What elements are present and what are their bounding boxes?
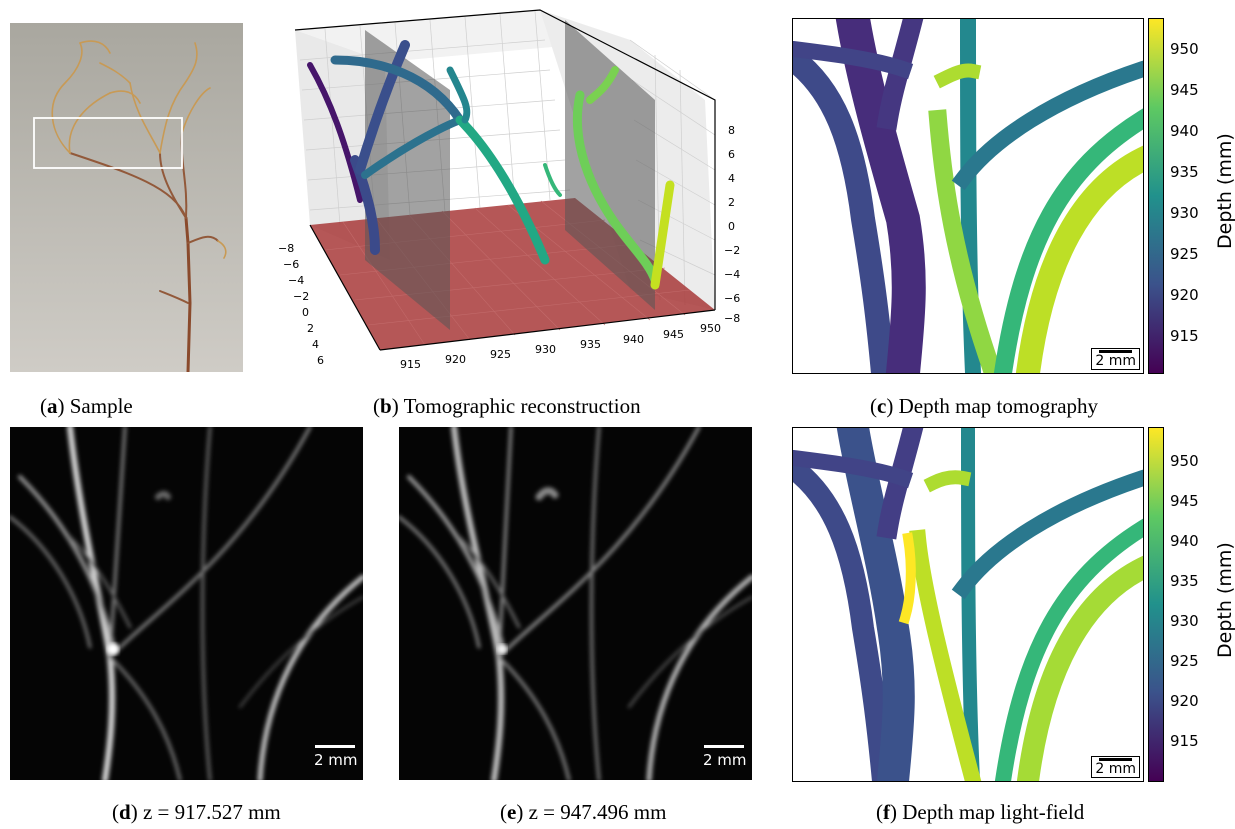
svg-text:915: 915 (400, 358, 421, 371)
svg-text:950: 950 (700, 322, 721, 335)
svg-text:6: 6 (317, 354, 324, 367)
colorbar-c-label: Depth (mm) (1214, 133, 1235, 249)
svg-text:0: 0 (302, 306, 309, 319)
svg-text:940: 940 (623, 333, 644, 346)
caption-f: (f) Depth map light-field (876, 800, 1085, 824)
svg-text:8: 8 (728, 124, 735, 137)
colorbar-c (1148, 18, 1164, 374)
svg-text:4: 4 (312, 338, 319, 351)
sample-photo (10, 23, 243, 372)
svg-text:945: 945 (663, 328, 684, 341)
branches-3d (307, 40, 675, 290)
svg-text:−4: −4 (724, 268, 740, 281)
svg-text:−6: −6 (283, 258, 299, 271)
svg-text:4: 4 (728, 172, 735, 185)
slice-plane-2 (565, 20, 655, 310)
svg-text:2: 2 (728, 196, 735, 209)
caption-e: (e) z = 947.496 mm (500, 800, 667, 824)
scale-bar (1099, 350, 1132, 353)
scale-bar (704, 745, 744, 748)
region-box (33, 117, 183, 169)
slice-image-z917: 2 mm (10, 427, 363, 780)
svg-text:920: 920 (445, 353, 466, 366)
scale-bar (315, 745, 355, 748)
svg-text:−6: −6 (724, 292, 740, 305)
svg-text:930: 930 (535, 343, 556, 356)
svg-text:2: 2 (307, 322, 314, 335)
scale-bar-label: 2 mm (703, 751, 747, 769)
svg-text:−2: −2 (293, 290, 309, 303)
caption-c: (c) Depth map tomography (870, 394, 1099, 418)
tomographic-reconstruction-plot: 915 920 925 930 935 940 945 950 −8 −6 −4… (250, 0, 760, 380)
scale-bar-box: 2 mm (1091, 756, 1140, 778)
svg-text:−8: −8 (278, 242, 294, 255)
depth-map-light-field: 2 mm (792, 427, 1144, 782)
svg-text:925: 925 (490, 348, 511, 361)
scale-bar-box: 2 mm (1091, 348, 1140, 370)
caption-a: (a) Sample (40, 394, 133, 418)
svg-text:0: 0 (728, 220, 735, 233)
caption-d: (d) z = 917.527 mm (112, 800, 281, 824)
svg-text:6: 6 (728, 148, 735, 161)
slice-image-z947: 2 mm (399, 427, 752, 780)
x-ticks: 915 920 925 930 935 940 945 950 (400, 322, 721, 371)
y-ticks: −8 −6 −4 −2 0 2 4 6 (278, 242, 324, 367)
depth-map-tomography: 2 mm (792, 18, 1144, 374)
plant-drawing (10, 23, 243, 372)
colorbar-f-label: Depth (mm) (1214, 542, 1235, 658)
svg-text:−2: −2 (724, 244, 740, 257)
scale-bar-label: 2 mm (314, 751, 358, 769)
svg-text:935: 935 (580, 338, 601, 351)
colorbar-f (1148, 427, 1164, 782)
svg-text:−8: −8 (724, 312, 740, 325)
z-ticks: 8 6 4 2 0 −2 −4 −6 −8 (724, 124, 740, 325)
svg-text:−4: −4 (288, 274, 304, 287)
caption-b: (b) Tomographic reconstruction (373, 394, 641, 418)
scale-bar (1099, 758, 1132, 761)
